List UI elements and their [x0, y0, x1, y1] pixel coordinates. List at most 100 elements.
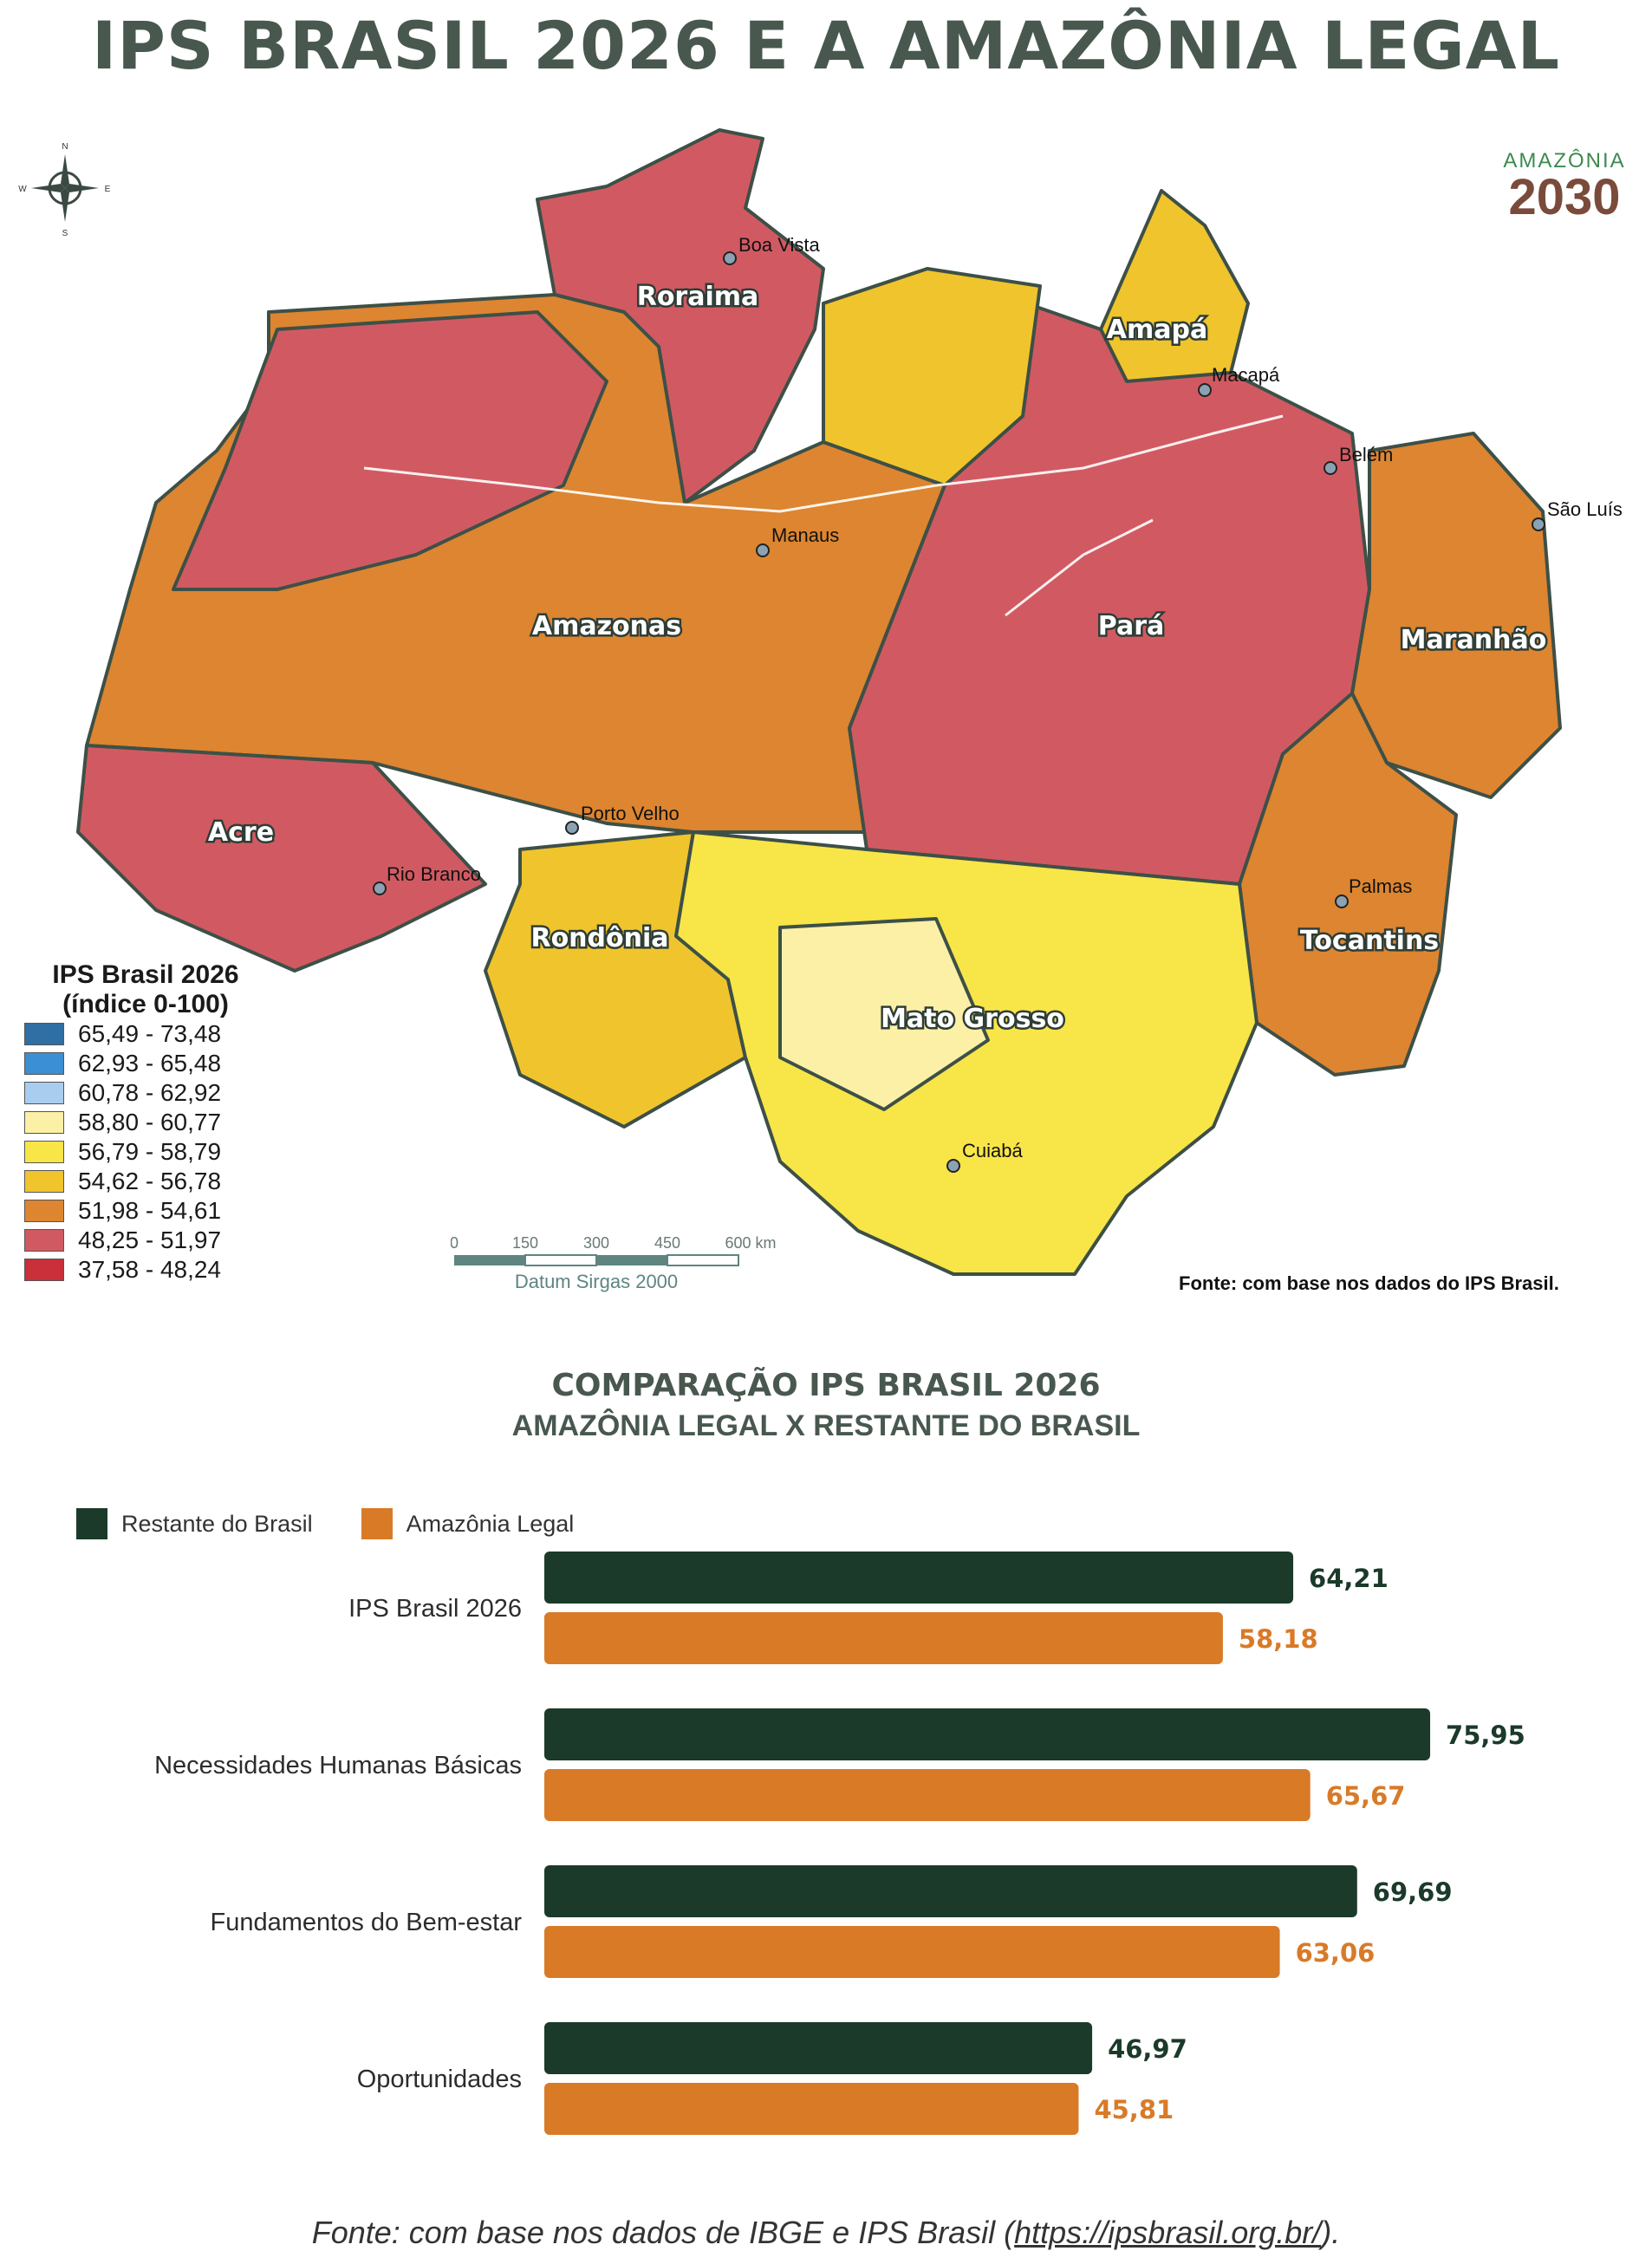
legend-swatch — [24, 1259, 64, 1281]
label-rondonia: Rondônia — [530, 923, 668, 953]
compass-e: E — [105, 185, 111, 194]
state-para-north — [822, 267, 1042, 487]
chart-title: COMPARAÇÃO IPS BRASIL 2026 — [551, 1368, 1101, 1403]
footer-prefix: Fonte: com base nos dados de IBGE e IPS … — [311, 2215, 1015, 2250]
scale-bar: 0 150 300 450 600 km Datum Sirgas 2000 — [451, 1234, 777, 1292]
legend-row: 51,98 - 54,61 — [24, 1196, 267, 1226]
bar-chart: IPS Brasil 2026 64,21 58,18 Necessidades Hu… — [154, 1552, 1525, 2135]
legend-range-label: 37,58 - 48,24 — [78, 1256, 222, 1283]
legend-range-label: 58,80 - 60,77 — [78, 1109, 222, 1135]
state-maranhao — [1350, 432, 1562, 799]
state-tocantins — [1238, 692, 1458, 1077]
bar-value-label: 46,97 — [1108, 2034, 1187, 2064]
compass-s: S — [62, 229, 68, 238]
legend-label-amazonia: Amazônia Legal — [406, 1510, 575, 1537]
legend-range-label: 51,98 - 54,61 — [78, 1197, 222, 1224]
category-label: Necessidades Humanas Básicas — [154, 1752, 522, 1779]
footer-source: Fonte: com base nos dados de IBGE e IPS … — [0, 2215, 1652, 2251]
label-amapa: Amapá — [1107, 315, 1207, 345]
bar — [544, 1708, 1431, 1760]
legend-range-label: 48,25 - 51,97 — [78, 1226, 222, 1253]
legend-swatch-restante — [76, 1508, 107, 1539]
bar-value-label: 45,81 — [1094, 2095, 1174, 2124]
legend-row: 60,78 - 62,92 — [24, 1078, 267, 1108]
state-amazonas-west — [172, 310, 608, 591]
city-manaus: Manaus — [771, 524, 839, 546]
amazonia-legal-map: Boa Vista Macapá Belém São Luís Manaus P… — [76, 128, 1623, 1276]
legend-swatch — [24, 1141, 64, 1163]
category-label: IPS Brasil 2026 — [348, 1595, 522, 1623]
city-rio-branco: Rio Branco — [387, 863, 481, 885]
city-porto-velho: Porto Velho — [581, 803, 680, 824]
legend-range-label: 62,93 - 65,48 — [78, 1050, 222, 1077]
bar-value-label: 69,69 — [1373, 1877, 1453, 1907]
scale-tick-600: 600 km — [725, 1234, 776, 1252]
legend-label-restante: Restante do Brasil — [121, 1510, 313, 1537]
chart-legend: Restante do Brasil Amazônia Legal — [76, 1508, 622, 1539]
datum-label: Datum Sirgas 2000 — [515, 1271, 678, 1292]
legend-range-label: 54,62 - 56,78 — [78, 1168, 222, 1194]
bar-value-label: 63,06 — [1296, 1938, 1376, 1968]
city-sao-luis: São Luís — [1547, 498, 1623, 520]
city-belem: Belém — [1339, 444, 1393, 465]
legend-swatch-amazonia — [361, 1508, 393, 1539]
scale-tick-300: 300 — [583, 1234, 609, 1252]
map-source: Fonte: com base nos dados do IPS Brasil. — [1179, 1272, 1559, 1294]
map-legend: IPS Brasil 2026 (índice 0-100) 65,49 - 7… — [24, 960, 267, 1285]
bar — [544, 2022, 1093, 2074]
legend-item-restante: Restante do Brasil — [76, 1508, 313, 1539]
legend-swatch — [24, 1200, 64, 1222]
bar — [544, 1612, 1223, 1664]
legend-row: 58,80 - 60,77 — [24, 1108, 267, 1137]
label-maranhao: Maranhão — [1401, 625, 1547, 655]
legend-row: 54,62 - 56,78 — [24, 1167, 267, 1196]
legend-range-label: 65,49 - 73,48 — [78, 1020, 222, 1047]
label-para: Pará — [1098, 611, 1164, 641]
page-title: IPS BRASIL 2026 E A AMAZÔNIA LEGAL — [91, 7, 1561, 84]
state-acre — [76, 744, 487, 973]
compass-w: W — [18, 185, 27, 194]
legend-swatch — [24, 1170, 64, 1193]
category-label: Fundamentos do Bem-estar — [211, 1909, 523, 1936]
bar-value-label: 65,67 — [1326, 1781, 1406, 1811]
bar-value-label: 64,21 — [1309, 1564, 1389, 1593]
bar — [544, 2083, 1079, 2135]
legend-swatch — [24, 1229, 64, 1252]
legend-item-amazonia: Amazônia Legal — [361, 1508, 575, 1539]
bar — [544, 1865, 1357, 1917]
compass-rose-icon: N S E W — [18, 142, 111, 238]
legend-row: 37,58 - 48,24 — [24, 1255, 267, 1285]
compass-n: N — [62, 142, 68, 152]
legend-range-label: 60,78 - 62,92 — [78, 1079, 222, 1106]
logo-bottom-text: 2030 — [1508, 169, 1621, 225]
city-cuiaba: Cuiabá — [962, 1140, 1023, 1161]
bar — [544, 1552, 1294, 1604]
legend-swatch — [24, 1082, 64, 1104]
city-macapa: Macapá — [1212, 364, 1280, 386]
label-acre: Acre — [208, 817, 274, 848]
footer-link[interactable]: https://ipsbrasil.org.br/ — [1014, 2215, 1322, 2250]
legend-title-line1: IPS Brasil 2026 — [52, 960, 239, 989]
footer-suffix: ). — [1321, 2215, 1341, 2250]
legend-swatch — [24, 1052, 64, 1075]
legend-swatch — [24, 1111, 64, 1134]
label-tocantins: Tocantins — [1300, 926, 1439, 956]
label-mato-grosso: Mato Grosso — [881, 1004, 1064, 1034]
legend-row: 62,93 - 65,48 — [24, 1049, 267, 1078]
city-boa-vista: Boa Vista — [738, 234, 821, 256]
logo-top-text: AMAZÔNIA — [1503, 149, 1626, 172]
amazonia-2030-logo: AMAZÔNIA 2030 — [1491, 149, 1638, 225]
label-amazonas: Amazonas — [532, 611, 681, 641]
legend-row: 56,79 - 58,79 — [24, 1137, 267, 1167]
scale-tick-0: 0 — [451, 1234, 459, 1252]
legend-swatch — [24, 1023, 64, 1045]
bar-value-label: 75,95 — [1446, 1721, 1525, 1750]
bar — [544, 1926, 1280, 1978]
legend-row: 48,25 - 51,97 — [24, 1226, 267, 1255]
legend-title-line2: (índice 0-100) — [62, 990, 229, 1018]
chart-subtitle: AMAZÔNIA LEGAL X RESTANTE DO BRASIL — [511, 1409, 1141, 1442]
scale-tick-150: 150 — [512, 1234, 538, 1252]
category-label: Oportunidades — [357, 2066, 522, 2093]
bar-value-label: 58,18 — [1239, 1624, 1318, 1654]
legend-row: 65,49 - 73,48 — [24, 1019, 267, 1049]
